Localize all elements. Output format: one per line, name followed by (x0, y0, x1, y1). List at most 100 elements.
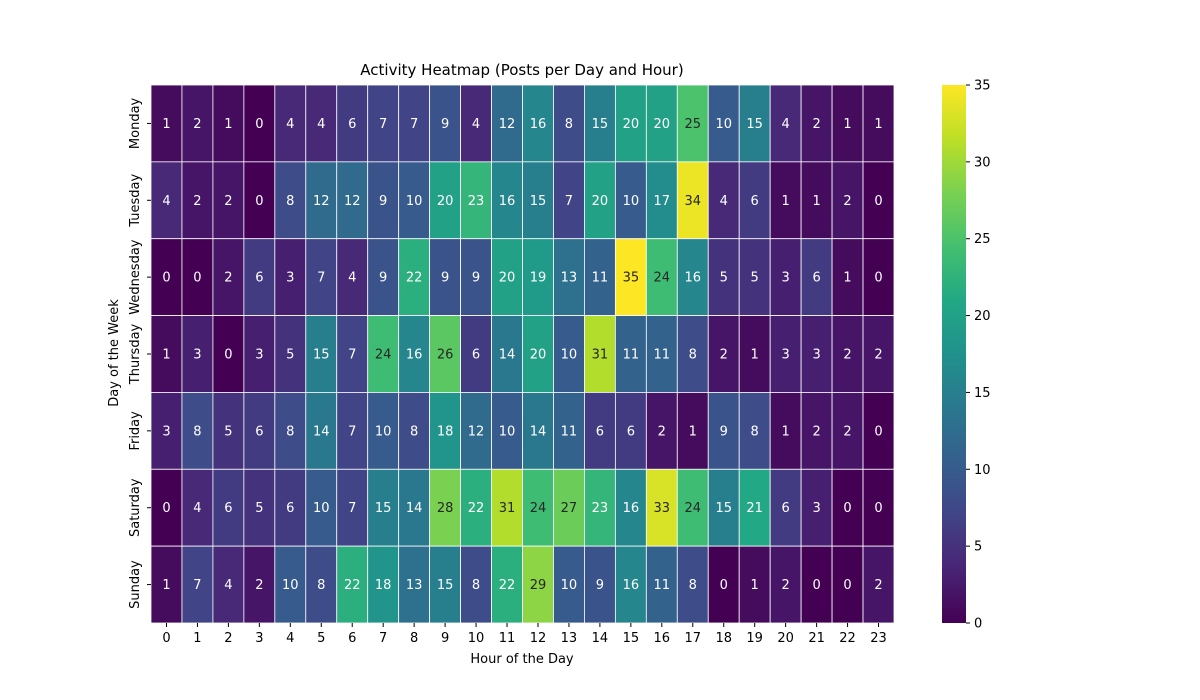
cell-value-label: 6 (751, 194, 759, 209)
heatmap-cell (305, 84, 338, 163)
cell-value-label: 2 (843, 194, 851, 209)
heatmap-cell (212, 545, 245, 624)
heatmap-cell (831, 392, 864, 470)
cell-value-label: 13 (561, 271, 578, 286)
x-tick-label: 5 (317, 631, 325, 646)
heatmap-cell (862, 238, 895, 316)
heatmap-cell (676, 84, 709, 163)
cell-value-label: 5 (720, 271, 728, 286)
heatmap-cells: 1 2 1 0 4 4 6 7 7 9 4 12 16 8 15 20 20 25 10 15 4 2 1 14 2 2 0 8 12 1… (150, 84, 895, 624)
cell-value-label: 0 (843, 501, 851, 516)
heatmap-cell (707, 545, 740, 624)
x-tick-label: 12 (530, 631, 547, 646)
colorbar-tick-label: 0 (974, 617, 982, 632)
heatmap-cell (800, 545, 833, 624)
cell-value-label: 3 (162, 424, 170, 439)
heatmap-cell (491, 315, 523, 393)
cell-value-label: 3 (782, 271, 790, 286)
cell-value-label: 12 (468, 424, 485, 439)
heatmap-cell (336, 468, 369, 547)
colorbar-tick-label: 20 (974, 309, 991, 324)
heatmap-cell (212, 392, 245, 470)
cell-value-label: 11 (592, 271, 609, 286)
heatmap-cell (150, 545, 183, 624)
heatmap-cell (274, 545, 307, 624)
colorbar-tick-label: 10 (974, 463, 991, 478)
heatmap-cell (862, 468, 895, 547)
cell-value-label: 7 (348, 501, 356, 516)
heatmap-cell (460, 545, 492, 624)
cell-value-label: 16 (623, 501, 640, 516)
cell-value-label: 1 (782, 194, 790, 209)
cell-value-label: 3 (255, 348, 263, 363)
cell-value-label: 9 (379, 194, 387, 209)
heatmap-cell (336, 392, 369, 470)
heatmap-cell (274, 238, 307, 316)
heatmap-cell (150, 161, 183, 240)
heatmap-cell (522, 161, 554, 240)
heatmap-cell (181, 392, 214, 470)
cell-value-label: 15 (375, 501, 392, 516)
cell-value-label: 8 (565, 117, 573, 132)
x-tick-label: 2 (224, 631, 232, 646)
cell-value-label: 9 (379, 271, 387, 286)
cell-value-label: 34 (684, 194, 701, 209)
heatmap-cell (800, 84, 833, 163)
heatmap-cell (150, 238, 183, 316)
heatmap-cell (800, 315, 833, 393)
y-axis: Monday Tuesday Wednesday Thursday Friday Satu… (128, 97, 151, 609)
heatmap-cell (336, 545, 369, 624)
cell-value-label: 7 (565, 194, 573, 209)
heatmap-cell (460, 238, 492, 316)
heatmap-cell (645, 315, 678, 393)
x-tick-label: 20 (777, 631, 794, 646)
cell-value-label: 2 (874, 348, 882, 363)
x-tick-label: 0 (162, 631, 170, 646)
cell-value-label: 5 (751, 271, 759, 286)
cell-value-label: 10 (561, 348, 578, 363)
x-tick-label: 22 (839, 631, 856, 646)
y-tick-label: Monday (128, 97, 143, 149)
cell-value-label: 18 (437, 424, 454, 439)
heatmap-cell (336, 315, 369, 393)
cell-value-label: 22 (406, 271, 423, 286)
cell-value-label: 2 (812, 424, 820, 439)
cell-value-label: 2 (720, 348, 728, 363)
cell-value-label: 0 (874, 194, 882, 209)
heatmap-cell (367, 545, 400, 624)
cell-value-label: 20 (592, 194, 609, 209)
cell-value-label: 1 (162, 117, 170, 132)
cell-value-label: 0 (193, 271, 201, 286)
heatmap-cell (738, 545, 771, 624)
cell-value-label: 1 (782, 424, 790, 439)
cell-value-label: 8 (286, 424, 294, 439)
heatmap-cell (862, 315, 895, 393)
heatmap-cell (676, 545, 709, 624)
cell-value-label: 9 (720, 424, 728, 439)
cell-value-label: 22 (468, 501, 485, 516)
heatmap-cell (336, 161, 369, 240)
heatmap-cell (862, 392, 895, 470)
heatmap-cell (150, 468, 183, 547)
chart-title: Activity Heatmap (Posts per Day and Hour… (360, 61, 683, 79)
cell-value-label: 24 (530, 501, 547, 516)
x-tick-label: 11 (499, 631, 516, 646)
cell-value-label: 4 (720, 194, 728, 209)
heatmap-cell (305, 545, 338, 624)
cell-value-label: 2 (193, 117, 201, 132)
cell-value-label: 0 (874, 271, 882, 286)
heatmap-cell (707, 315, 740, 393)
colorbar-tick-label: 25 (974, 232, 991, 247)
heatmap-cell (460, 315, 492, 393)
cell-value-label: 3 (812, 348, 820, 363)
heatmap-cell (769, 238, 802, 316)
cell-value-label: 0 (812, 578, 820, 593)
cell-value-label: 6 (782, 501, 790, 516)
cell-value-label: 10 (406, 194, 423, 209)
heatmap-cell (460, 392, 492, 470)
heatmap-cell (553, 84, 585, 163)
cell-value-label: 9 (441, 117, 449, 132)
heatmap-cell (367, 238, 400, 316)
x-axis-title: Hour of the Day (470, 652, 574, 667)
cell-value-label: 16 (623, 578, 640, 593)
